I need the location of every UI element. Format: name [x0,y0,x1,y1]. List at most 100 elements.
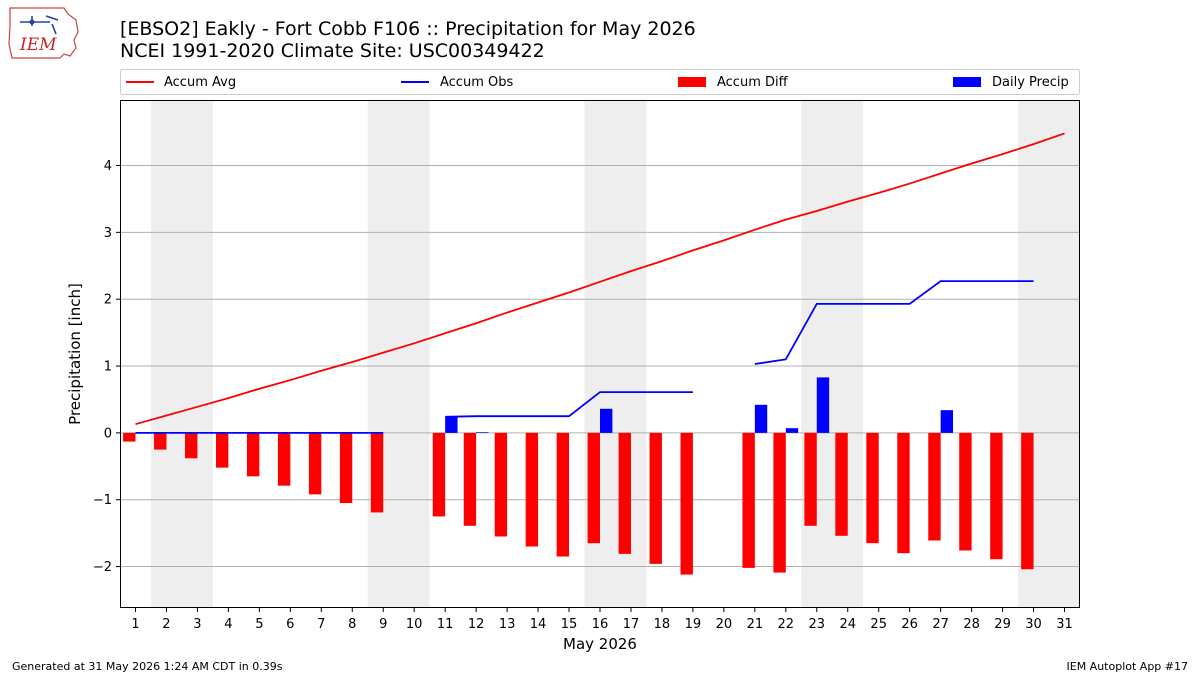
accum-diff-bar [525,432,539,547]
x-tick-label: 12 [468,617,485,632]
accum-obs-line [754,280,1034,365]
daily-precip-bar [600,408,613,433]
weekend-band [150,100,213,608]
accum-diff-bar [649,432,662,564]
accum-diff-bar [959,432,972,551]
legend-swatch-daily-precip [953,77,981,87]
accum-avg-line [135,132,1065,426]
generated-timestamp: Generated at 31 May 2026 1:24 AM CDT in … [12,660,283,673]
x-tick-label: 22 [778,617,795,632]
x-tick-label: 30 [1025,617,1042,632]
accum-diff-bar [339,432,353,504]
daily-precip-bar [940,410,954,433]
daily-precip-bar [785,428,799,433]
x-tick-label: 19 [685,617,702,632]
y-tick-label: −2 [93,560,112,575]
legend-swatch-accum-diff [678,77,706,87]
y-tick-label: 4 [104,159,112,174]
y-axis-title: Precipitation [inch] [66,283,84,425]
accum-diff-bar [432,432,446,517]
x-tick-label: 27 [932,617,949,632]
iem-logo-text: IEM [19,35,57,55]
legend-label-accum-obs: Accum Obs [440,75,513,90]
accum-diff-bar [804,432,817,526]
chart-subtitle: NCEI 1991-2020 Climate Site: USC00349422 [120,40,545,62]
weekend-band [801,100,864,608]
legend-label-accum-diff: Accum Diff [717,75,789,90]
accum-diff-bar [216,432,229,468]
x-axis-title: May 2026 [563,635,637,653]
x-tick-label: 13 [499,617,516,632]
x-tick-label: 15 [561,617,578,632]
legend-label-daily-precip: Daily Precip [992,75,1069,90]
accum-obs-line [445,391,693,418]
x-tick-label: 24 [839,617,856,632]
daily-precip-bar [816,377,830,433]
accum-diff-bar [308,432,322,495]
x-tick-label: 18 [654,617,671,632]
accum-diff-bar [185,432,198,459]
x-tick-label: 2 [162,617,170,632]
x-tick-label: 26 [901,617,918,632]
accum-diff-bar [246,432,260,477]
x-tick-label: 9 [379,617,387,632]
chart-title: [EBSO2] Eakly - Fort Cobb F106 :: Precip… [120,18,696,40]
x-tick-label: 14 [530,617,547,632]
x-tick-label: 1 [131,617,139,632]
accum-diff-bar [835,432,848,536]
accum-diff-bar [556,432,570,557]
x-tick-label: 31 [1056,617,1073,632]
accum-diff-bar [154,432,167,450]
x-tick-label: 29 [994,617,1011,632]
plot-frame [120,100,1080,608]
y-tick-label: 2 [104,293,112,308]
x-tick-label: 28 [963,617,980,632]
accum-diff-bar [494,432,508,537]
x-tick-label: 8 [348,617,356,632]
daily-precip-bar [445,416,458,433]
x-axis: 1 2 3 4 5 6 7 8 9 10 11 12 13 14 15 16 17 18 19 20 21 22 23 24 2… [131,608,1073,632]
accum-diff-bar [680,432,693,575]
x-tick-label: 10 [406,617,423,632]
accum-diff-bar [773,432,786,573]
y-axis: −2 −1 0 1 2 3 4 [93,159,120,575]
daily-precip-bar [476,432,489,433]
accum-diff-bar [866,432,879,544]
accum-diff-bar [1021,432,1034,570]
accum-diff-bar [990,432,1003,560]
accum-diff-bar [587,432,600,544]
iem-logo: IEM [8,7,79,59]
x-tick-label: 4 [224,617,232,632]
x-tick-label: 23 [809,617,826,632]
lines [135,132,1065,434]
x-tick-label: 17 [623,617,640,632]
x-tick-label: 20 [716,617,733,632]
x-tick-label: 6 [286,617,294,632]
accum-diff-bar [618,432,631,554]
accum-diff-bar [742,432,755,568]
legend: Accum Avg Accum Obs Accum Diff Daily Pre… [120,69,1080,95]
accum-diff-bar [277,432,291,486]
x-tick-label: 25 [870,617,887,632]
x-tick-label: 11 [437,617,454,632]
y-tick-label: 3 [104,226,112,241]
y-tick-label: 1 [104,360,112,375]
x-tick-label: 5 [255,617,263,632]
iowa-state-outline-icon [8,7,79,59]
legend-label-accum-avg: Accum Avg [164,75,236,90]
daily-precip-bar [754,404,768,433]
x-tick-label: 16 [592,617,609,632]
y-tick-label: −1 [93,493,112,508]
y-tick-label: 0 [104,426,112,441]
x-tick-label: 7 [317,617,325,632]
accum-diff-bar [928,432,941,541]
accum-diff-bar [370,432,384,513]
x-tick-label: 3 [193,617,201,632]
bars [123,377,1034,575]
legend-frame [120,69,1080,95]
accum-diff-bar [897,432,910,554]
x-tick-label: 21 [747,617,764,632]
accum-diff-bar [463,432,477,526]
app-credit: IEM Autoplot App #17 [1066,660,1189,673]
